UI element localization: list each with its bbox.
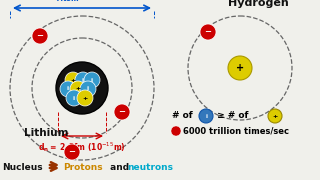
Text: +: + — [76, 87, 81, 91]
Text: Lithium: Lithium — [24, 128, 68, 138]
Text: −: − — [36, 31, 44, 40]
Text: d$_\mathregular{n}$$\equiv$ 2-3fm (10$^{-15}$m): d$_\mathregular{n}$$\equiv$ 2-3fm (10$^{… — [38, 140, 126, 154]
Text: −: − — [118, 107, 125, 116]
Circle shape — [80, 81, 96, 97]
Text: d$_{\mathregular{Atom}}$ $\equiv$ 1Å: d$_{\mathregular{Atom}}$ $\equiv$ 1Å — [49, 0, 115, 4]
Circle shape — [228, 56, 252, 80]
Circle shape — [171, 126, 181, 136]
Text: 6000 trillion times/sec: 6000 trillion times/sec — [183, 127, 289, 136]
Circle shape — [66, 90, 82, 106]
Circle shape — [32, 28, 48, 44]
Text: +: + — [82, 96, 88, 100]
Circle shape — [64, 144, 80, 160]
Circle shape — [199, 109, 213, 123]
Text: i: i — [82, 78, 84, 82]
Circle shape — [268, 109, 282, 123]
Circle shape — [77, 90, 93, 106]
Text: i: i — [87, 87, 89, 91]
Text: i: i — [205, 114, 207, 118]
Text: −: − — [204, 28, 212, 37]
Text: ≥ # of: ≥ # of — [214, 111, 252, 120]
Circle shape — [70, 81, 86, 97]
Text: i: i — [73, 96, 75, 100]
Circle shape — [56, 62, 108, 114]
Text: +: + — [236, 63, 244, 73]
Text: neutrons: neutrons — [127, 163, 173, 172]
Circle shape — [75, 72, 91, 88]
Circle shape — [65, 72, 81, 88]
Text: Protons: Protons — [63, 163, 103, 172]
Text: +: + — [70, 78, 76, 82]
Text: Nucleus: Nucleus — [2, 163, 43, 172]
Circle shape — [84, 72, 100, 88]
Circle shape — [114, 104, 130, 120]
Text: +: + — [272, 114, 278, 118]
Text: and: and — [107, 163, 132, 172]
Text: Hydrogen: Hydrogen — [228, 0, 288, 8]
Text: i: i — [67, 87, 69, 91]
Circle shape — [200, 24, 216, 40]
Text: i: i — [91, 78, 93, 82]
Circle shape — [60, 81, 76, 97]
Text: # of: # of — [172, 111, 196, 120]
Text: −: − — [68, 147, 76, 156]
